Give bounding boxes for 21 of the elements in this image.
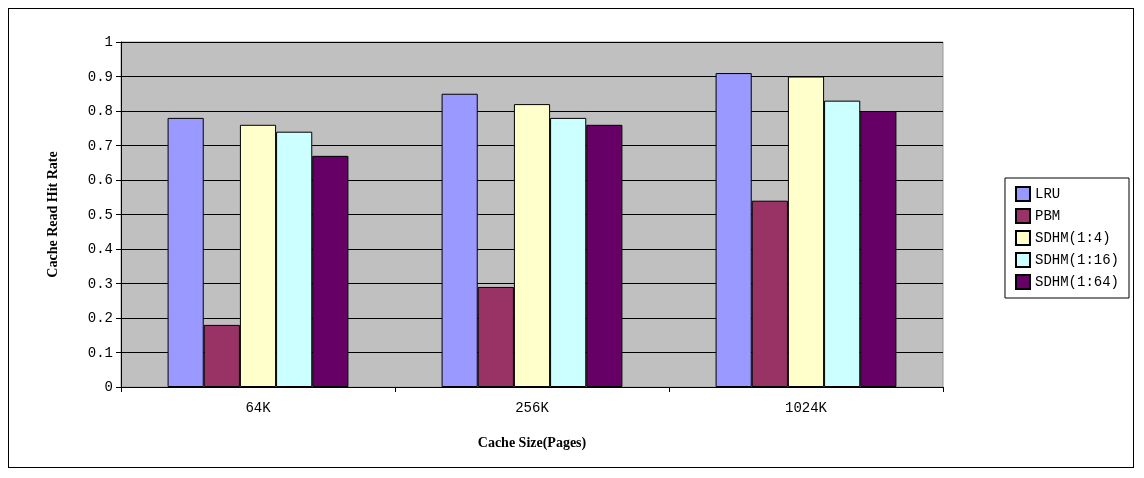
legend-label: SDHM(1:64) [1034,274,1119,290]
x-axis-title: Cache Size(Pages) [477,434,587,451]
y-tick-label: 0 [104,379,113,395]
y-tick-label: 0.1 [87,344,113,361]
y-tick-label: 0.2 [87,310,113,326]
y-tick-label: 0.6 [87,172,113,188]
x-tick-label: 1024K [784,400,828,416]
legend-label: LRU [1034,186,1061,202]
legend-label: SDHM(1:4) [1034,230,1111,246]
y-tick-label: 0.4 [87,241,113,257]
y-tick-label: 0.7 [87,137,113,154]
y-tick-label: 1 [104,34,113,50]
y-axis-title: Cache Read Hit Rate [44,151,60,278]
x-tick-label: 256K [515,400,550,416]
y-tick-label: 0.8 [87,103,113,119]
y-tick-label: 0.5 [87,206,113,223]
y-tick-label: 0.3 [87,275,113,292]
x-tick-label: 64K [245,400,272,416]
y-tick-label: 0.9 [87,68,113,85]
legend-label: PBM [1034,208,1061,224]
legend-label: SDHM(1:16) [1034,252,1119,268]
